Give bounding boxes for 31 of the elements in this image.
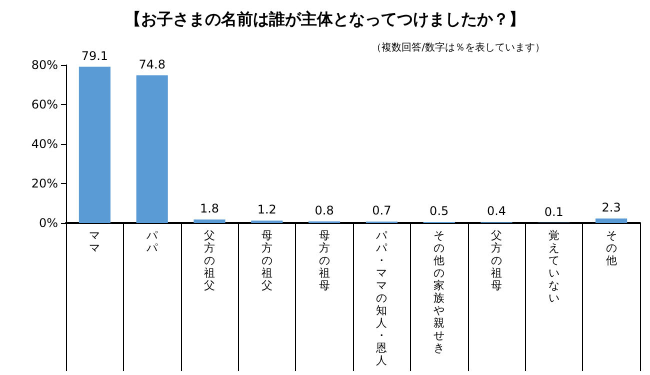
bar [78,66,110,223]
category-label: パパ・ママの知人・恩人 [376,228,388,367]
data-label: 74.8 [138,57,166,72]
y-tick-label: 80% [31,58,58,72]
data-label: 0.7 [372,204,392,218]
data-label: 0.8 [314,203,334,218]
data-label: 0.1 [544,204,564,219]
chart-subtitle: （複数回答/数字は％を表しています） [372,42,546,54]
x-tick-label: 父方の祖父 [204,228,215,292]
y-tick-label: 0% [38,216,58,230]
bar [136,75,168,223]
x-tick-label: その他 [606,228,617,267]
x-tick-label: ママ [89,228,100,254]
bar [194,219,226,223]
data-label: 79.1 [81,48,108,63]
data-label: 1.8 [200,201,220,216]
data-label: 1.2 [257,202,276,217]
data-label: 2.3 [602,200,621,214]
data-label: 0.4 [486,204,506,218]
x-tick-label: 母方の祖父 [261,228,272,292]
y-tick-label: 60% [31,98,58,112]
x-tick-label: パパ [146,228,159,254]
y-tick-label: 40% [31,137,58,151]
bar [596,218,628,223]
data-label: 0.5 [430,204,449,218]
x-tick-label: 母方の祖母 [318,228,330,292]
x-tick-label: 父方の祖母 [491,228,502,292]
chart-title: 【お子さまの名前は誰が主体となってつけましたか？】 [125,10,525,28]
x-tick-label: 覚えていない [548,228,560,304]
y-tick-label: 20% [31,176,58,190]
category-label: その他の家族や親せき [434,228,445,354]
